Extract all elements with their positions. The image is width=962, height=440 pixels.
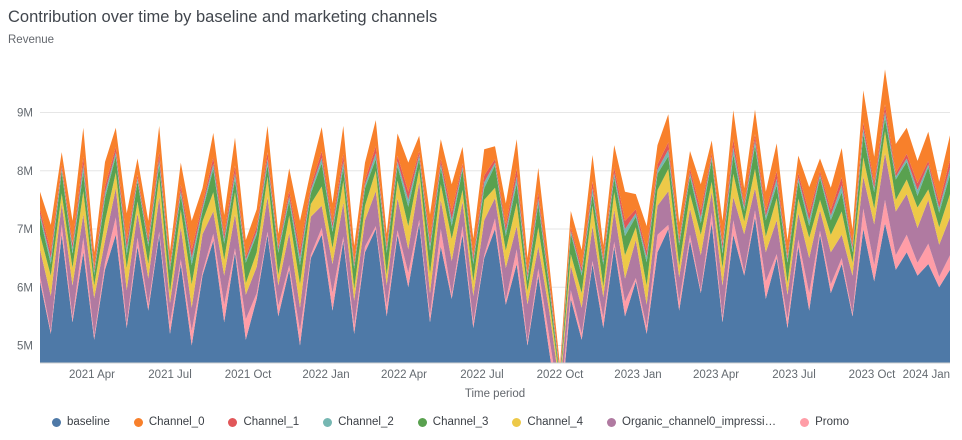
area-series-Promo <box>40 199 950 363</box>
legend-item-baseline[interactable]: baseline <box>52 416 110 428</box>
legend-color-dot <box>228 417 238 427</box>
legend-color-dot <box>417 417 427 427</box>
y-tick-label: 5M <box>17 341 33 353</box>
legend-item-channel-2[interactable]: Channel_2 <box>323 416 394 428</box>
legend-label: Channel_3 <box>432 416 489 428</box>
legend-label: Promo <box>815 416 849 428</box>
x-tick-label: 2022 Apr <box>381 369 427 381</box>
x-tick-label: 2023 Apr <box>693 369 739 381</box>
legend-label: Channel_1 <box>243 416 300 428</box>
legend-color-dot <box>800 417 810 427</box>
y-tick-label: 7M <box>17 224 33 236</box>
x-tick-label: 2023 Oct <box>849 369 896 381</box>
legend-label: baseline <box>67 416 110 428</box>
x-tick-label: 2022 Jan <box>302 369 349 381</box>
legend-item-organic-channel0-impressi-[interactable]: Organic_channel0_impressi… <box>607 416 776 428</box>
legend-color-dot <box>323 417 333 427</box>
area-series-Channel_0 <box>40 69 950 363</box>
legend-label: Channel_4 <box>527 416 584 428</box>
chart-legend: baseline Channel_0 Channel_1 Channel_2 Chann… <box>52 416 849 428</box>
legend-item-channel-3[interactable]: Channel_3 <box>417 416 489 428</box>
legend-color-dot <box>133 417 143 427</box>
chart-title: Contribution over time by baseline and m… <box>8 8 438 26</box>
legend-label: Channel_2 <box>338 416 394 428</box>
x-tick-label: 2022 Oct <box>537 369 584 381</box>
x-tick-label: 2024 Jan <box>903 369 950 381</box>
legend-item-channel-0[interactable]: Channel_0 <box>133 416 205 428</box>
legend-label: Channel_0 <box>148 416 205 428</box>
x-tick-label: 2021 Oct <box>225 369 272 381</box>
x-tick-label: 2022 Jul <box>460 369 503 381</box>
x-tick-label: 2021 Apr <box>69 369 115 381</box>
y-tick-label: 6M <box>17 282 33 294</box>
legend-item-channel-1[interactable]: Channel_1 <box>228 416 299 428</box>
x-tick-label: 2021 Jul <box>148 369 191 381</box>
legend-color-dot <box>52 417 61 427</box>
legend-label: Organic_channel0_impressi… <box>622 416 777 428</box>
area-series-Organic_channel0_impressi… <box>40 153 950 363</box>
legend-color-dot <box>512 417 522 427</box>
stacked-area-chart[interactable]: 5M 6M 7M 8M 9M 2021 Apr 2021 Jul 2021 Oct 2022 J… <box>0 0 962 412</box>
area-series-Channel_3 <box>40 118 950 363</box>
area-series-Channel_4 <box>40 131 950 363</box>
x-tick-label: 2023 Jul <box>772 369 815 381</box>
legend-item-promo[interactable]: Promo <box>800 416 849 428</box>
y-tick-label: 8M <box>17 166 33 178</box>
x-tick-label: 2023 Jan <box>614 369 661 381</box>
y-tick-label: 9M <box>17 108 33 120</box>
legend-item-channel-4[interactable]: Channel_4 <box>512 416 583 428</box>
x-axis-title: Time period <box>464 388 526 400</box>
area-series-baseline <box>40 217 950 363</box>
y-axis-title: Revenue <box>8 34 55 46</box>
legend-color-dot <box>607 417 617 427</box>
